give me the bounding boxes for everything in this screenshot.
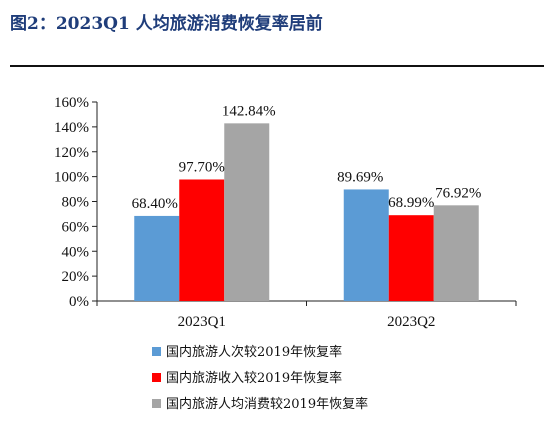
y-tick-label: 140% — [54, 120, 89, 136]
figure-title: 图2：2023Q1 人均旅游消费恢复率居前 — [10, 14, 323, 34]
data-label: 89.69% — [337, 169, 383, 185]
data-label: 68.99% — [388, 195, 434, 211]
bar — [388, 215, 434, 301]
data-label: 76.92% — [435, 185, 481, 201]
data-label: 142.84% — [222, 103, 276, 119]
data-label: 68.40% — [132, 196, 178, 212]
bar — [179, 179, 225, 301]
y-tick-label: 20% — [62, 269, 90, 285]
legend-label: 国内旅游人次较2019年恢复率 — [166, 344, 342, 360]
legend-swatch — [152, 347, 161, 356]
bar — [343, 189, 389, 301]
y-tick-label: 80% — [62, 195, 90, 211]
legend-swatch — [152, 373, 161, 382]
bar — [224, 123, 270, 302]
y-tick-label: 0% — [69, 294, 89, 310]
legend-label: 国内旅游收入较2019年恢复率 — [166, 370, 342, 386]
x-category-label: 2023Q1 — [178, 314, 226, 330]
bar — [134, 215, 180, 301]
data-label: 97.70% — [179, 159, 225, 175]
y-tick-label: 160% — [54, 95, 89, 111]
y-tick-label: 100% — [54, 170, 89, 186]
legend-label: 国内旅游人均消费较2019年恢复率 — [166, 396, 368, 412]
y-tick-label: 40% — [62, 244, 90, 260]
legend-swatch — [152, 399, 161, 408]
title-divider — [10, 65, 544, 67]
x-category-label: 2023Q2 — [387, 314, 435, 330]
y-tick-label: 60% — [62, 219, 90, 235]
bar — [433, 205, 479, 301]
y-tick-label: 120% — [54, 145, 89, 161]
